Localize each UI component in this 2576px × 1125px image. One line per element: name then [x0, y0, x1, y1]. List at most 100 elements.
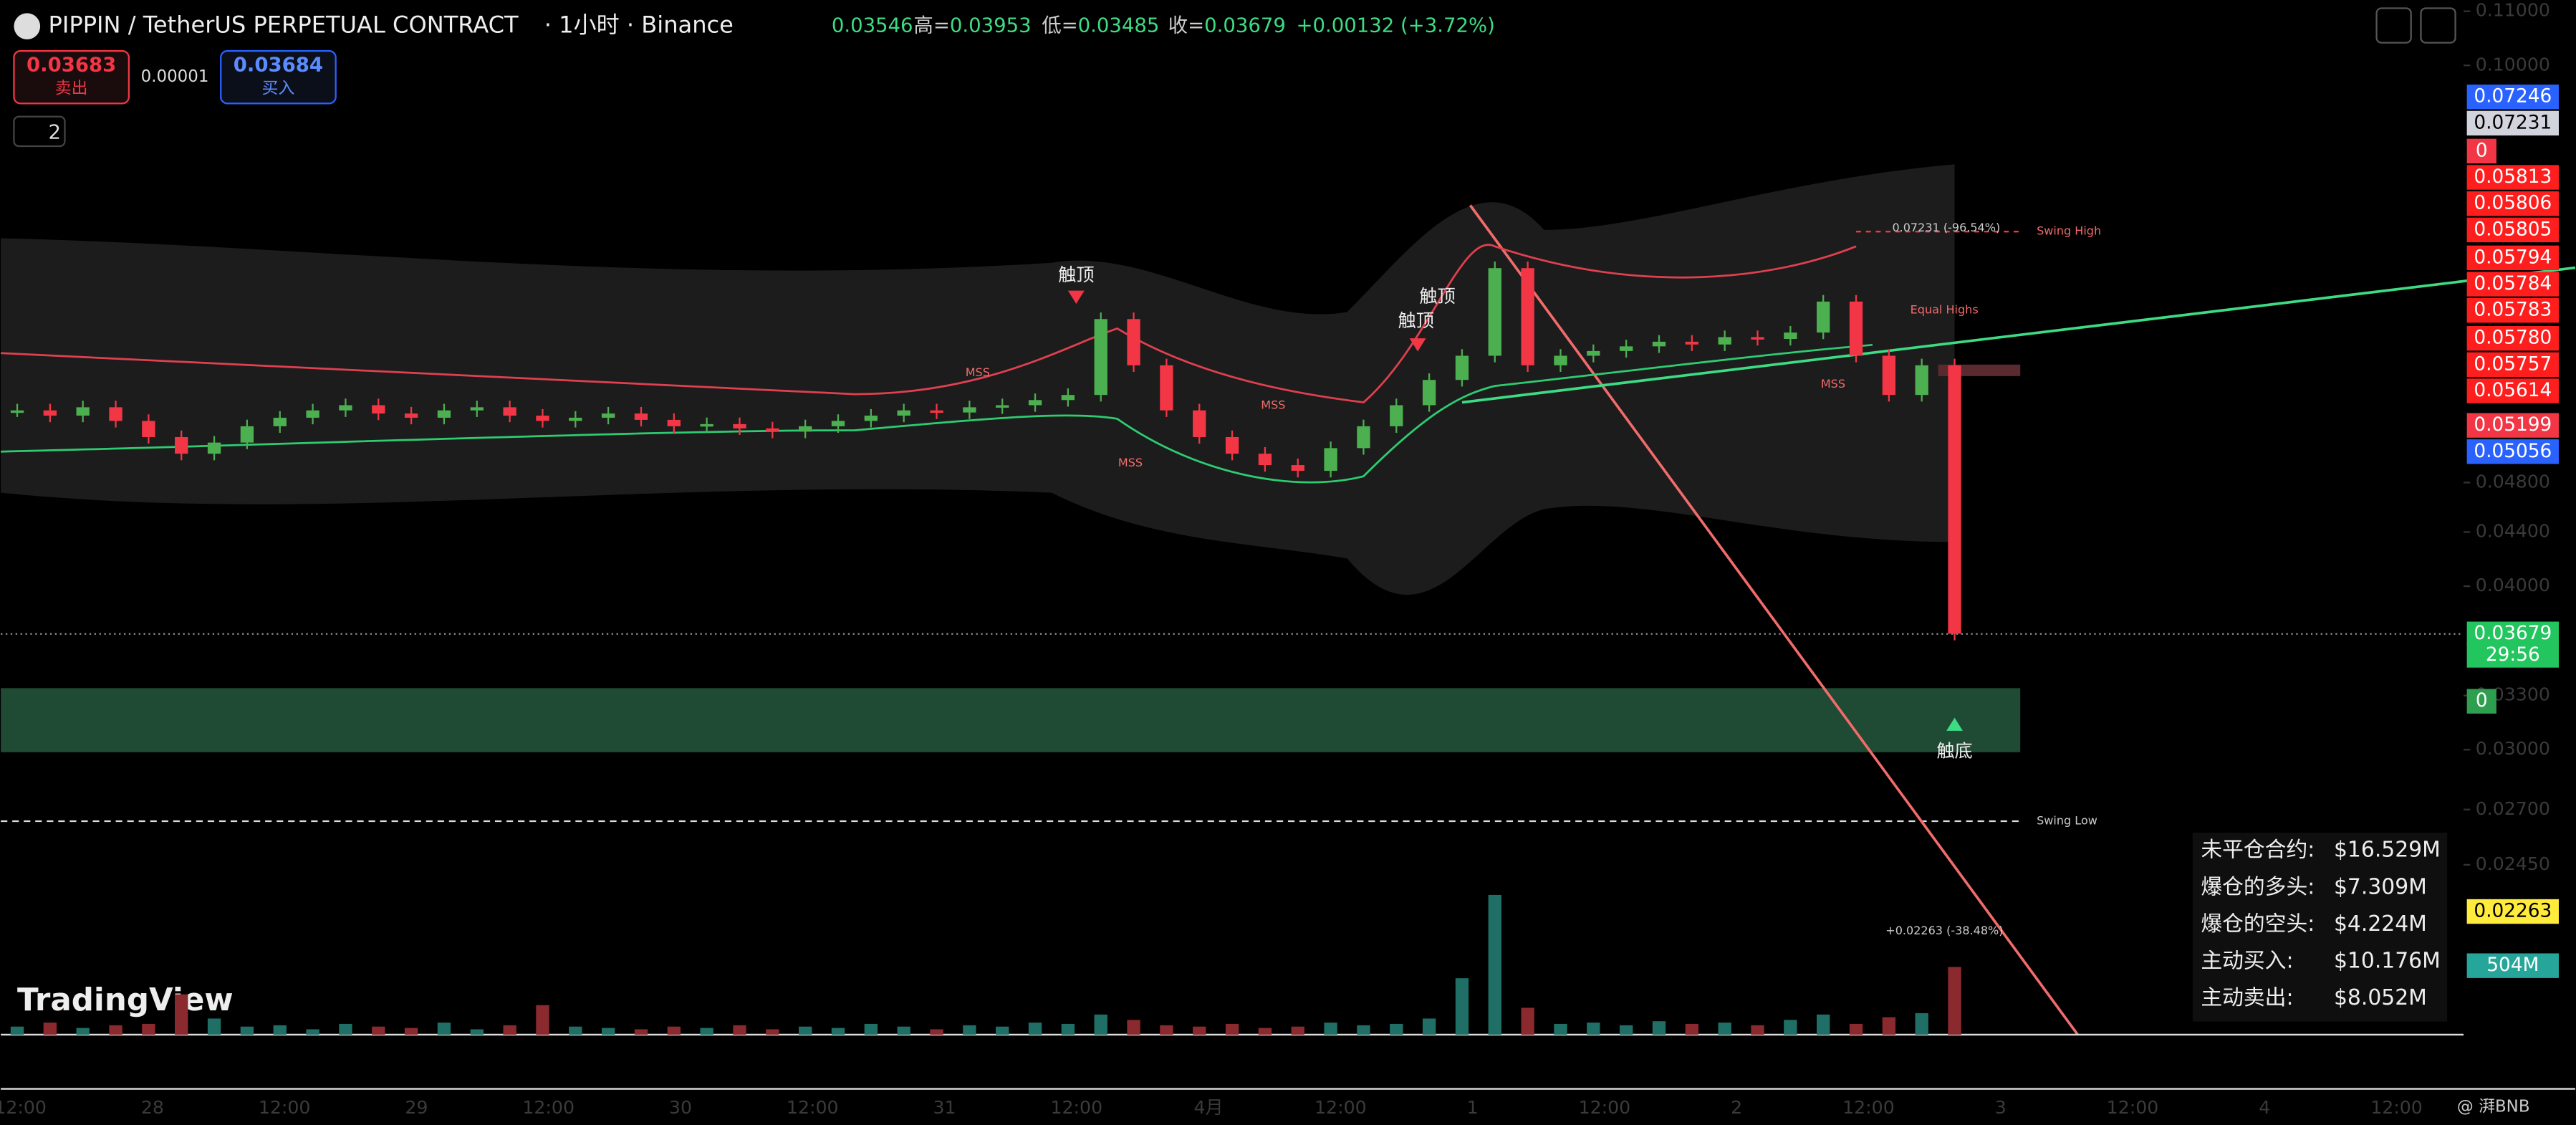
volume-bar — [1685, 1023, 1698, 1035]
volume-bar — [1948, 967, 1961, 1035]
price-tag — [2466, 165, 2559, 190]
ohlc-low: 0.03485 — [1078, 14, 1160, 37]
sell-price: 0.03683 — [27, 54, 116, 77]
volume-bar — [43, 1023, 57, 1035]
price-tag — [2466, 439, 2559, 464]
price-tag — [2466, 953, 2559, 978]
candle-body — [1422, 380, 1436, 406]
fullscreen-button[interactable] — [2420, 7, 2456, 44]
annotation: 触底 — [1936, 741, 1972, 762]
volume-bar — [1390, 1023, 1403, 1035]
ohlc-label: 低= — [1042, 14, 1078, 37]
volume-bar — [1652, 1021, 1666, 1035]
price-tag-text: 0.07246 — [2474, 86, 2552, 107]
price-tag-text: 0 — [2476, 140, 2488, 161]
ohlc-high: 0.03953 — [950, 14, 1032, 37]
volume-bar — [404, 1028, 418, 1035]
candle-body — [339, 405, 352, 411]
volume-bar — [1554, 1023, 1567, 1035]
volume-bar — [1127, 1020, 1140, 1035]
watermark: @ 湃BNB — [2457, 1097, 2530, 1116]
volume-bar — [1817, 1014, 1830, 1035]
ohlc-close: 0.03679 — [1204, 14, 1286, 37]
price-tag-text: 0.05783 — [2474, 300, 2552, 321]
price-tag — [2466, 643, 2559, 668]
scroll-button[interactable] — [2375, 7, 2412, 44]
volume-bar — [1357, 1025, 1370, 1035]
volume-bar — [207, 1018, 221, 1035]
candle-body — [897, 410, 910, 416]
candle-body — [1127, 319, 1140, 365]
logo: TradingView — [17, 982, 234, 1018]
price-tag — [2466, 297, 2559, 323]
stat-value: $7.309M — [2334, 874, 2427, 899]
candle-body — [1948, 365, 1961, 634]
stat-label: 爆仓的多头: — [2201, 874, 2315, 899]
swing-low: Swing Low — [2037, 813, 2097, 827]
candle-body — [1521, 268, 1534, 365]
volume-bar — [1849, 1023, 1863, 1035]
stat-label: 爆仓的空头: — [2201, 911, 2315, 937]
candle-body — [700, 423, 713, 427]
top-marker — [1067, 290, 1085, 305]
volume-bar — [1094, 1014, 1107, 1035]
volume-bar — [634, 1029, 648, 1035]
volume-bar — [1291, 1026, 1304, 1035]
x-tick-label: 3 — [1995, 1097, 2007, 1118]
candle-body — [766, 428, 779, 432]
candle-body — [1882, 355, 1896, 396]
price-tag-text: 0.05813 — [2474, 166, 2552, 188]
volume-bar — [930, 1029, 943, 1035]
x-tick-label: 2 — [1731, 1097, 1742, 1118]
price-tag — [2466, 325, 2559, 351]
candle-body — [1094, 319, 1107, 396]
stat-label: 未平仓合约: — [2201, 838, 2315, 863]
y-tick-label: 0.04800 — [2476, 471, 2550, 492]
candle-body — [109, 407, 122, 421]
volume-bar — [503, 1025, 516, 1035]
mss-label: MSS — [966, 365, 990, 379]
volume-bar — [273, 1025, 287, 1035]
candle-body — [1554, 355, 1567, 365]
candle-body — [1455, 355, 1469, 380]
volume-bar — [831, 1028, 845, 1035]
ma-green — [1, 343, 1873, 484]
candle-body — [1225, 436, 1239, 454]
volume-bar — [601, 1028, 615, 1035]
volume-bar — [470, 1029, 484, 1035]
annotation: 触顶 — [1398, 310, 1434, 331]
buy-button[interactable] — [220, 49, 337, 105]
price-tag-text: 0 — [2476, 690, 2488, 712]
x-tick-label: 12:00 — [259, 1097, 311, 1118]
candle-body — [1751, 337, 1764, 340]
indicator-toggle[interactable] — [13, 115, 66, 148]
candle-body — [1028, 400, 1042, 406]
price-tag — [2466, 138, 2496, 164]
price-tag-text: 0.05794 — [2474, 246, 2552, 268]
candle-body — [601, 413, 615, 418]
mss-label: MSS — [1261, 398, 1285, 412]
price-tag — [2466, 191, 2559, 216]
low-pct: +0.02263 (-38.48%) — [1885, 924, 2003, 937]
price-tag — [2466, 110, 2559, 136]
mss-label: MSS — [1118, 456, 1143, 469]
price-tag — [2466, 899, 2559, 924]
candle-body — [1784, 332, 1797, 340]
candle-body — [1258, 454, 1272, 466]
sell-label: 卖出 — [55, 79, 88, 97]
y-tick-label: 0.04000 — [2476, 575, 2550, 595]
candle-body — [634, 413, 648, 420]
price-tag-text: 0.02263 — [2474, 901, 2552, 922]
y-tick-label: 0.03000 — [2476, 738, 2550, 759]
candle-body — [1685, 341, 1698, 345]
ohlc-label: 高= — [913, 14, 950, 37]
x-tick-label: 28 — [141, 1097, 164, 1118]
price-tag — [2466, 272, 2559, 297]
volume-bar — [1718, 1023, 1731, 1035]
x-tick-label: 30 — [669, 1097, 692, 1118]
price-tag — [2466, 413, 2559, 438]
ohlc-change: +0.00132 (+3.72%) — [1296, 14, 1494, 37]
bottom-marker — [1946, 717, 1963, 731]
sell-button[interactable] — [13, 49, 130, 105]
